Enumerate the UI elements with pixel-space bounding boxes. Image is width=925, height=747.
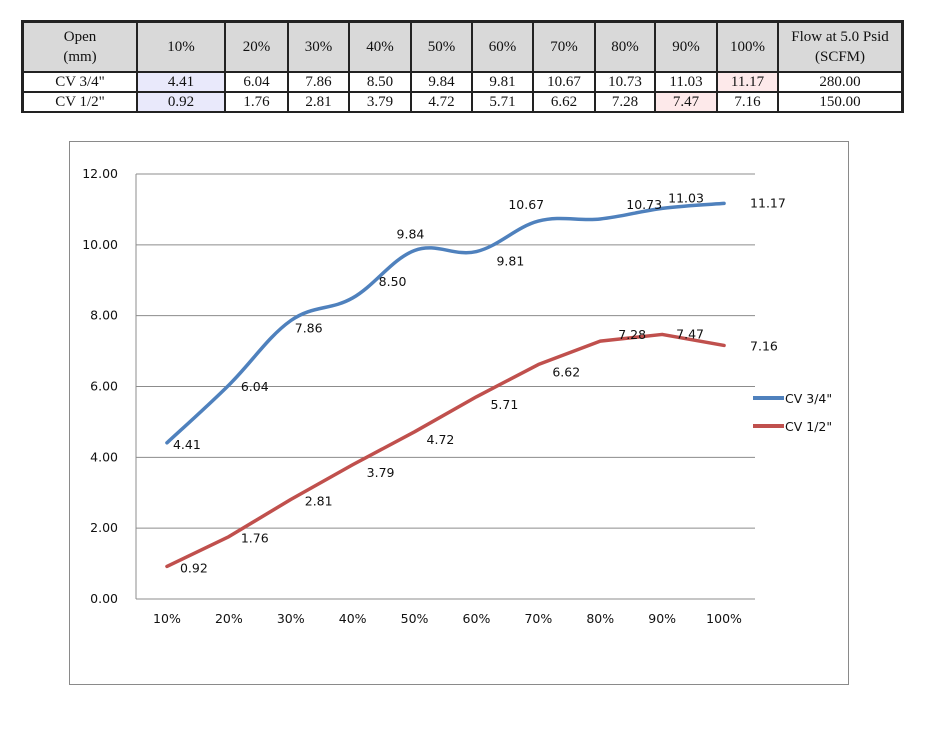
data-label: 4.41 <box>173 437 201 452</box>
header-flow: Flow at 5.0 Psid (SCFM) <box>777 20 904 73</box>
data-label: 8.50 <box>379 274 407 289</box>
y-tick-label: 2.00 <box>90 520 118 535</box>
row-label: CV 1/2" <box>21 91 138 113</box>
header-open-line2: (mm) <box>63 49 97 65</box>
table-cell: 5.71 <box>471 91 534 113</box>
header-cell: 10% <box>136 20 226 73</box>
table-cell: 4.72 <box>410 91 473 113</box>
legend-label: CV 1/2" <box>785 419 832 434</box>
data-label: 7.47 <box>676 326 704 341</box>
chart-container: 0.00 2.00 4.00 6.00 8.00 10.00 12.00 10% 20% 30% 4… <box>69 141 849 685</box>
y-tick-label: 0.00 <box>90 591 118 606</box>
table-cell: 0.92 <box>136 91 226 113</box>
line-chart: 0.00 2.00 4.00 6.00 8.00 10.00 12.00 10% 20% 30% 4… <box>82 166 832 626</box>
table-cell: 4.41 <box>136 71 226 93</box>
header-open-line1: Open <box>63 29 97 45</box>
data-label: 4.72 <box>427 432 455 447</box>
header-open: Open (mm) <box>21 20 138 73</box>
x-tick-label: 100% <box>706 611 742 626</box>
header-cell: 80% <box>594 20 656 73</box>
table-header-row: Open (mm) 10% 20% 30% 40% 50% 60% 70% 80%… <box>21 20 904 73</box>
table-cell: 9.81 <box>471 71 534 93</box>
table-cell: 7.47 <box>654 91 718 113</box>
data-label: 10.73 <box>626 197 662 212</box>
data-label: 9.84 <box>397 227 425 242</box>
header-cell: 50% <box>410 20 473 73</box>
x-tick-label: 40% <box>339 611 367 626</box>
header-cell: 100% <box>716 20 779 73</box>
data-label: 1.76 <box>241 531 269 546</box>
series-line-0 <box>165 201 726 445</box>
legend-label: CV 3/4" <box>785 391 832 406</box>
table-cell: 11.17 <box>716 71 779 93</box>
data-label: 11.03 <box>668 190 704 205</box>
table-cell: 7.86 <box>287 71 350 93</box>
data-label: 5.71 <box>490 397 518 412</box>
x-tick-label: 80% <box>586 611 614 626</box>
x-tick-label: 30% <box>277 611 305 626</box>
x-tick-label: 90% <box>648 611 676 626</box>
header-cell: 60% <box>471 20 534 73</box>
y-tick-label: 4.00 <box>90 449 118 464</box>
x-tick-label: 20% <box>215 611 243 626</box>
header-cell: 90% <box>654 20 718 73</box>
data-table: Open (mm) 10% 20% 30% 40% 50% 60% 70% 80%… <box>21 20 904 113</box>
data-label: 7.86 <box>295 321 323 336</box>
x-tick-label: 70% <box>524 611 552 626</box>
data-label: 0.92 <box>180 560 208 575</box>
y-tick-label: 8.00 <box>90 308 118 323</box>
header-flow-line2: (SCFM) <box>814 49 866 65</box>
table-cell: 8.50 <box>348 71 412 93</box>
header-flow-line1: Flow at 5.0 Psid <box>791 29 889 45</box>
table-cell: 6.62 <box>532 91 596 113</box>
table-cell: 11.03 <box>654 71 718 93</box>
header-cell: 20% <box>224 20 289 73</box>
table-cell: 3.79 <box>348 91 412 113</box>
data-label: 7.16 <box>750 338 778 353</box>
table-cell: 6.04 <box>224 71 289 93</box>
table-cell: 150.00 <box>777 91 904 113</box>
table-row: CV 3/4" 4.41 6.04 7.86 8.50 9.84 9.81 10… <box>21 71 904 93</box>
y-tick-label: 6.00 <box>90 379 118 394</box>
data-label: 2.81 <box>305 493 333 508</box>
data-label: 9.81 <box>496 254 524 269</box>
data-label: 6.04 <box>241 379 269 394</box>
table-cell: 2.81 <box>287 91 350 113</box>
table-cell: 9.84 <box>410 71 473 93</box>
table-cell: 10.67 <box>532 71 596 93</box>
table-row: CV 1/2" 0.92 1.76 2.81 3.79 4.72 5.71 6.… <box>21 91 904 113</box>
header-cell: 40% <box>348 20 412 73</box>
data-label: 3.79 <box>367 465 395 480</box>
y-tick-label: 10.00 <box>82 237 118 252</box>
data-label: 6.62 <box>552 365 580 380</box>
data-label: 11.17 <box>750 195 786 210</box>
table-cell: 1.76 <box>224 91 289 113</box>
data-label: 10.67 <box>508 197 544 212</box>
y-tick-label: 12.00 <box>82 166 118 181</box>
table-cell: 7.16 <box>716 91 779 113</box>
row-label: CV 3/4" <box>21 71 138 93</box>
x-tick-label: 50% <box>401 611 429 626</box>
header-cell: 70% <box>532 20 596 73</box>
x-tick-label: 10% <box>153 611 181 626</box>
series-line-1 <box>165 332 726 569</box>
table-cell: 10.73 <box>594 71 656 93</box>
data-label: 7.28 <box>618 327 646 342</box>
table-cell: 280.00 <box>777 71 904 93</box>
table-cell: 7.28 <box>594 91 656 113</box>
x-tick-label: 60% <box>463 611 491 626</box>
header-cell: 30% <box>287 20 350 73</box>
